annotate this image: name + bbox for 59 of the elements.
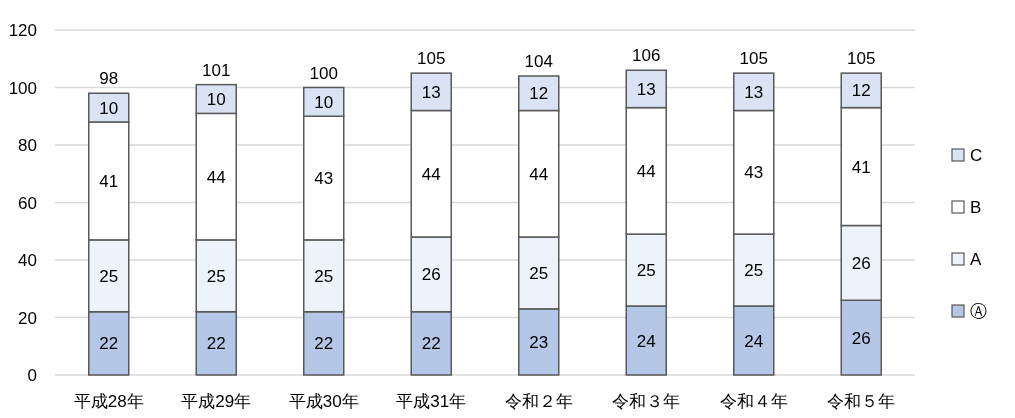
x-tick-label: 平成31年 (396, 392, 467, 411)
y-tick-label: 100 (8, 78, 37, 98)
y-tick-label: 60 (18, 193, 37, 213)
x-tick-label: 令和２年 (504, 392, 573, 411)
total-label: 101 (202, 60, 231, 80)
legend-label: Ⓐ (970, 302, 987, 321)
data-label: 24 (636, 331, 656, 351)
data-label: 22 (421, 334, 441, 354)
data-label: 12 (529, 84, 549, 104)
total-label: 105 (847, 49, 876, 69)
data-label: 26 (421, 265, 441, 285)
data-label: 44 (636, 161, 656, 181)
x-tick-label: 平成29年 (181, 392, 252, 411)
data-label: 44 (206, 167, 226, 187)
y-tick-label: 20 (18, 308, 37, 328)
data-label: 41 (99, 171, 119, 191)
x-tick-label: 令和５年 (827, 392, 896, 411)
legend-label: C (970, 146, 983, 165)
data-label: 22 (314, 334, 334, 354)
data-label: 24 (744, 331, 764, 351)
data-label: 22 (99, 334, 119, 354)
data-label: 41 (851, 157, 871, 177)
data-label: 13 (636, 79, 656, 99)
total-label: 100 (309, 63, 338, 83)
data-label: 26 (851, 328, 871, 348)
data-label: 13 (421, 82, 441, 102)
data-label: 25 (314, 266, 334, 286)
data-label: 25 (529, 263, 549, 283)
data-label: 44 (529, 164, 549, 184)
x-tick-label: 平成28年 (73, 392, 144, 411)
data-label: 10 (314, 92, 334, 112)
data-label: 13 (744, 82, 764, 102)
data-label: 26 (851, 253, 871, 273)
data-label: 22 (206, 334, 226, 354)
total-label: 98 (99, 69, 119, 89)
x-tick-label: 令和４年 (719, 392, 788, 411)
data-label: 25 (206, 266, 226, 286)
data-label: 25 (99, 266, 119, 286)
y-tick-label: 40 (18, 251, 37, 270)
data-label: 43 (744, 163, 764, 183)
data-label: 23 (529, 332, 549, 352)
y-tick-label: 120 (8, 21, 37, 40)
total-label: 105 (739, 49, 768, 69)
total-label: 104 (524, 52, 553, 71)
legend-label: B (970, 198, 982, 217)
y-tick-label: 80 (18, 136, 37, 155)
data-label: 25 (636, 261, 656, 281)
data-label: 25 (744, 261, 764, 281)
data-label: 12 (851, 81, 871, 101)
data-label: 10 (206, 90, 226, 109)
data-label: 44 (421, 164, 441, 184)
x-tick-label: 平成30年 (288, 392, 359, 411)
total-label: 106 (632, 46, 661, 66)
y-tick-label: 0 (27, 366, 37, 385)
data-label: 43 (314, 169, 334, 189)
legend-label: A (970, 250, 982, 269)
data-label: 10 (99, 98, 119, 118)
x-tick-label: 令和３年 (612, 392, 681, 411)
total-label: 105 (417, 49, 446, 69)
